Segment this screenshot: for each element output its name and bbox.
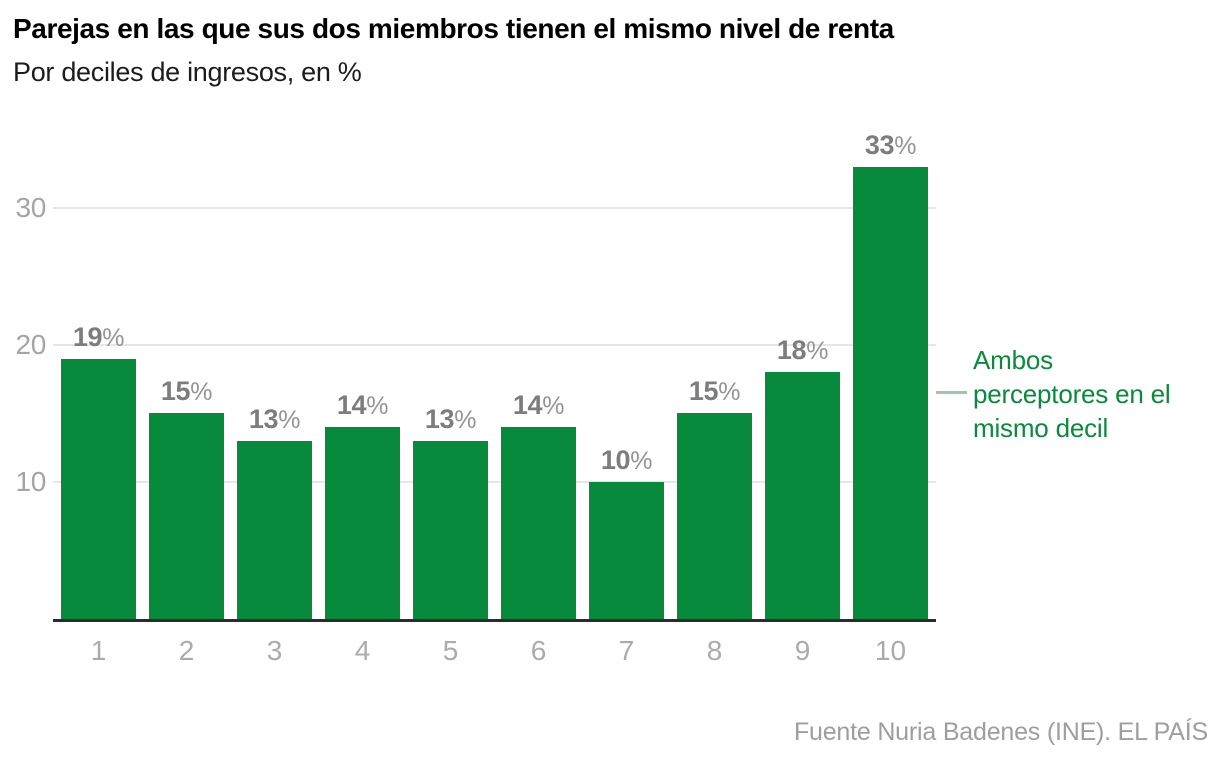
bar-value-percent-sign: % — [454, 406, 477, 434]
x-axis-tick-label: 5 — [442, 635, 459, 666]
bar-value-number: 14 — [336, 390, 367, 420]
bar-value-number: 33 — [864, 130, 895, 160]
bar-value-number: 15 — [688, 376, 719, 406]
bar-value-percent-sign: % — [806, 337, 829, 365]
x-axis-tick-label: 10 — [874, 635, 907, 666]
annotation-line: perceptores en el — [973, 379, 1171, 409]
bar-value-number: 19 — [72, 322, 103, 352]
bar-decile-3 — [237, 441, 312, 619]
bar-value-label: 15% — [645, 374, 785, 409]
bar-value-percent-sign: % — [894, 132, 917, 160]
bar-value-label: 13% — [205, 402, 345, 437]
bar-value-percent-sign: % — [190, 378, 213, 406]
bar-value-percent-sign: % — [718, 378, 741, 406]
x-axis-tick-label: 8 — [706, 635, 723, 666]
annotation-connector-line — [936, 391, 967, 394]
gridline — [53, 344, 936, 346]
bar-decile-10 — [853, 167, 928, 619]
bar-value-label: 19% — [29, 320, 169, 355]
bar-value-number: 13 — [248, 404, 279, 434]
gridline — [53, 207, 936, 209]
x-axis-tick-label: 2 — [178, 635, 195, 666]
bar-value-label: 10% — [557, 443, 697, 478]
bar-value-number: 14 — [512, 390, 543, 420]
bar-decile-5 — [413, 441, 488, 619]
bar-value-label: 15% — [117, 374, 257, 409]
bar-decile-9 — [765, 372, 840, 619]
chart-subtitle: Por deciles de ingresos, en % — [13, 57, 362, 87]
chart-title: Parejas en las que sus dos miembros tien… — [13, 13, 894, 44]
bar-value-percent-sign: % — [102, 324, 125, 352]
y-axis-tick-label: 20 — [15, 329, 46, 360]
x-axis-line — [53, 619, 936, 622]
x-axis-tick-label: 6 — [530, 635, 547, 666]
bar-value-number: 15 — [160, 376, 191, 406]
bar-value-label: 33% — [821, 128, 961, 163]
x-axis-tick-label: 1 — [90, 635, 107, 666]
x-axis-tick-label: 4 — [354, 635, 371, 666]
bar-value-number: 10 — [600, 445, 631, 475]
x-axis-tick-label: 7 — [618, 635, 635, 666]
bar-decile-7 — [589, 482, 664, 619]
bar-value-label: 14% — [293, 388, 433, 423]
bar-value-number: 13 — [424, 404, 455, 434]
y-axis-tick-label: 30 — [15, 192, 46, 223]
bar-decile-2 — [149, 413, 224, 619]
y-axis-tick-label: 10 — [15, 466, 46, 497]
bar-decile-4 — [325, 427, 400, 619]
annotation-line: mismo decil — [973, 413, 1109, 443]
bar-value-percent-sign: % — [278, 406, 301, 434]
x-axis-tick-label: 9 — [794, 635, 811, 666]
bar-value-label: 13% — [381, 402, 521, 437]
bar-value-percent-sign: % — [630, 447, 653, 475]
bar-decile-1 — [61, 359, 136, 619]
source-caption: Fuente Nuria Badenes (INE). EL PAÍS — [793, 718, 1208, 746]
bar-value-label: 14% — [469, 388, 609, 423]
x-axis-tick-label: 3 — [266, 635, 283, 666]
gridline — [53, 481, 936, 483]
bar-decile-6 — [501, 427, 576, 619]
bar-value-label: 18% — [733, 333, 873, 368]
annotation-label: Ambos perceptores en el mismo decil — [973, 343, 1171, 445]
bar-value-percent-sign: % — [542, 392, 565, 420]
bar-value-percent-sign: % — [366, 392, 389, 420]
bar-decile-8 — [677, 413, 752, 619]
annotation-line: Ambos — [973, 345, 1053, 375]
bar-value-number: 18 — [776, 335, 807, 365]
